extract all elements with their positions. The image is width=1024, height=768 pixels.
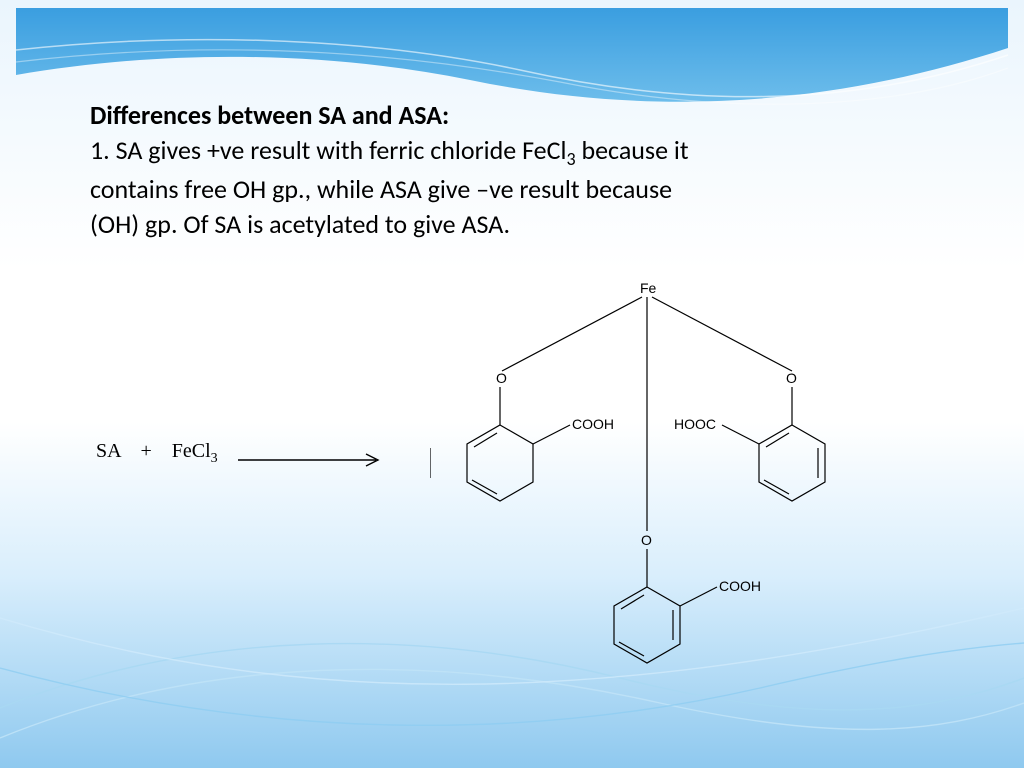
reagent-fecl: FeCl	[172, 440, 211, 462]
fe-salicylate-complex-diagram: Fe O COOH O HOOC	[430, 275, 900, 725]
hooc-label-right: HOOC	[674, 416, 716, 432]
plus-sign: +	[140, 440, 151, 462]
o-label-left: O	[496, 370, 507, 386]
fecl3-sub: 3	[211, 451, 218, 466]
reaction-arrow-icon	[238, 450, 388, 470]
slide: Differences between SA and ASA: 1. SA gi…	[0, 0, 1024, 768]
slide-title: Differences between SA and ASA:	[90, 99, 449, 131]
fe-label: Fe	[640, 280, 657, 296]
slide-text: Differences between SA and ASA: 1. SA gi…	[90, 98, 950, 242]
fecl3-subscript: 3	[566, 148, 575, 170]
cooh-label-left: COOH	[572, 416, 614, 432]
body-line-1a: 1. SA gives +ve result with ferric chlor…	[90, 134, 566, 166]
o-label-bottom: O	[641, 532, 652, 548]
reaction-reagents: SA + FeCl3	[96, 440, 218, 467]
reagent-sa: SA	[96, 440, 120, 462]
body-line-1b: because it	[576, 134, 689, 166]
o-label-right: O	[786, 370, 797, 386]
cooh-label-bottom: COOH	[719, 578, 761, 594]
body-line-3: (OH) gp. Of SA is acetylated to give ASA…	[90, 208, 510, 240]
body-line-2: contains free OH gp., while ASA give –ve…	[90, 173, 672, 205]
